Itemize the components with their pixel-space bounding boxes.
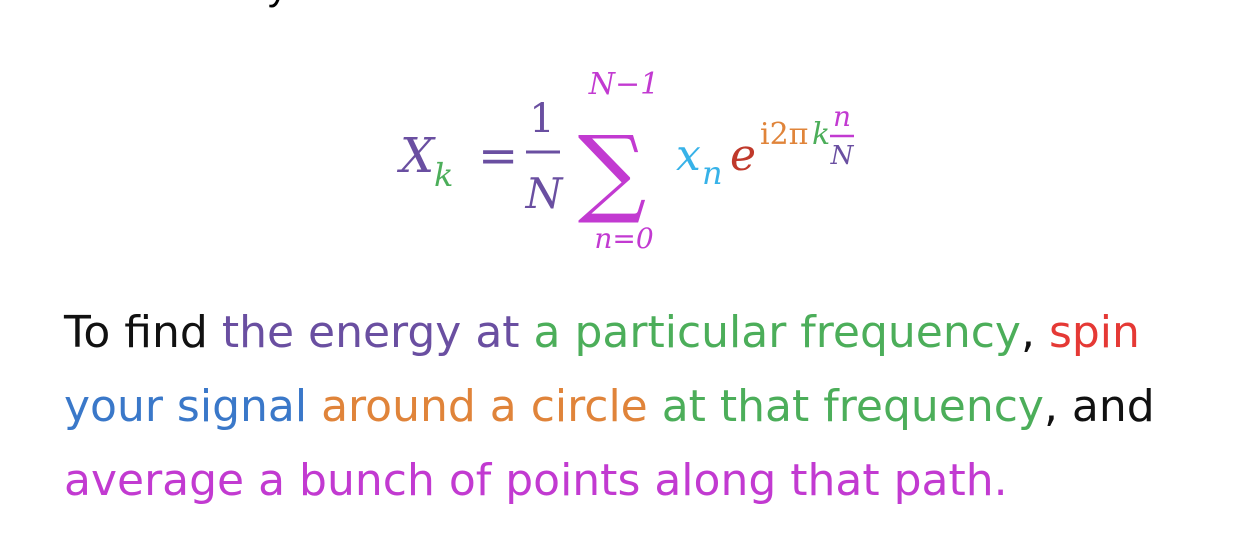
formula-fraction-denominator: N	[525, 169, 564, 218]
caption-segment: , and	[1043, 381, 1155, 432]
formula-sum-lower-limit: n=0	[594, 222, 653, 255]
explanation-line-1: To find the energy at a particular frequ…	[64, 296, 1204, 370]
formula-exponent-k: k	[812, 117, 830, 152]
caption-segment: spin	[1048, 307, 1140, 358]
formula-lhs-x: X	[396, 128, 436, 184]
formula-sum-sigma: ∑	[578, 115, 647, 227]
formula-svg: X k = 1 N ∑ N−1 n=0 x n e i2π k n N	[396, 67, 855, 255]
explanation-line-3: average a bunch of points along that pat…	[64, 444, 1204, 518]
formula-lhs-k: k	[434, 156, 453, 194]
caption-segment: a particular frequency	[533, 307, 1021, 358]
formula-x: x	[676, 130, 701, 181]
formula-exponent-fraction-denominator: N	[830, 141, 855, 171]
formula-sum-upper-limit: N−1	[588, 67, 659, 102]
cropped-text-fragment: y	[268, 0, 288, 6]
explanation-line-2: your signal around a circle at that freq…	[64, 370, 1204, 444]
dft-formula: X k = 1 N ∑ N−1 n=0 x n e i2π k n N	[380, 40, 940, 270]
caption-segment: at that frequency	[661, 381, 1044, 432]
formula-e: e	[730, 130, 756, 181]
caption-segment: the energy at	[221, 307, 534, 358]
formula-equals: =	[478, 128, 518, 184]
formula-fraction-numerator: 1	[529, 96, 554, 142]
caption-segment: your signal	[64, 381, 322, 432]
explanation-text: To find the energy at a particular frequ…	[64, 296, 1204, 518]
caption-segment: ,	[1020, 307, 1049, 358]
formula-exponent-i2pi: i2π	[760, 117, 808, 152]
caption-segment: To find	[64, 307, 222, 358]
formula-x-subscript: n	[702, 154, 723, 192]
formula-exponent-fraction-numerator: n	[833, 100, 851, 133]
caption-segment: average a bunch of points along that pat…	[64, 455, 1008, 506]
caption-segment: around a circle	[321, 381, 662, 432]
